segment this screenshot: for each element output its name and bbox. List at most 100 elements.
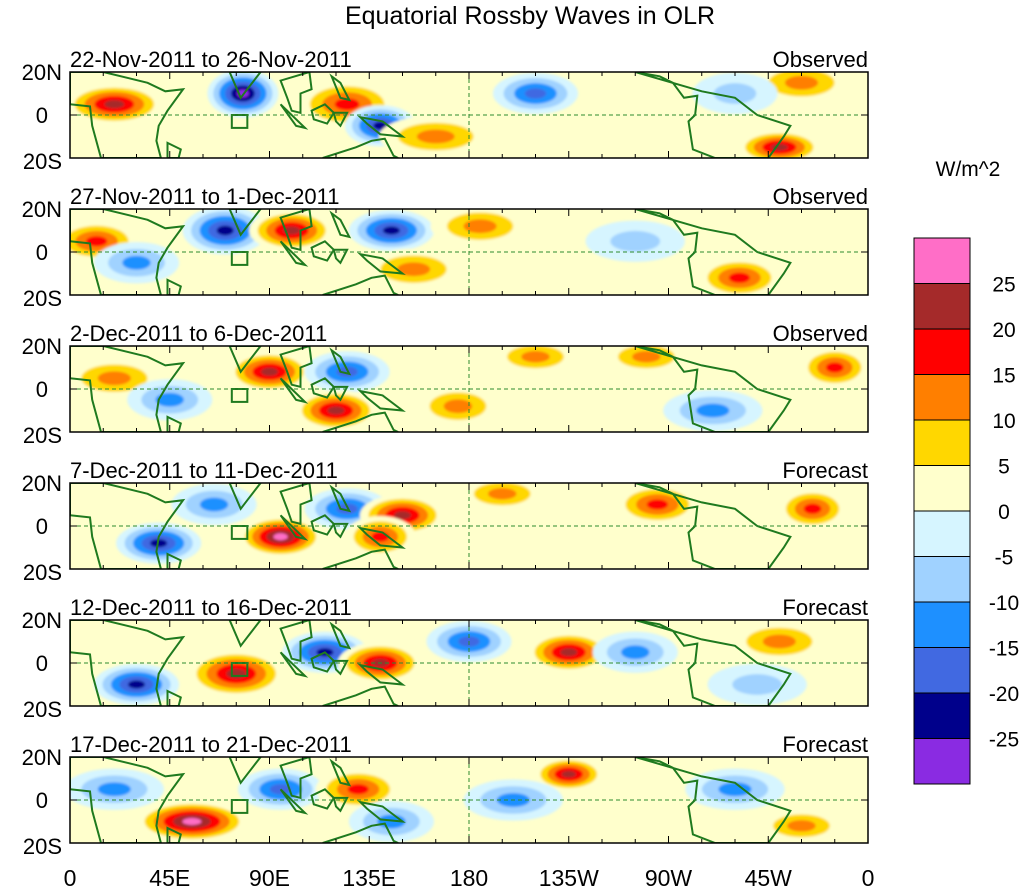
panel-period-label: 2-Dec-2011 to 6-Dec-2011 — [70, 321, 327, 346]
coastline — [279, 483, 313, 526]
coastlines — [70, 209, 792, 295]
contour-level — [696, 403, 730, 418]
coastline — [70, 72, 186, 158]
coastline — [322, 685, 399, 706]
contour-level — [621, 645, 650, 660]
coastline — [279, 72, 313, 115]
coastline — [228, 209, 262, 237]
coastline — [166, 278, 182, 295]
contour-level — [327, 406, 345, 415]
x-tick-label: 90E — [249, 865, 290, 890]
units-label: W/m^2 — [936, 158, 1001, 181]
coastline — [332, 522, 349, 539]
contour-level — [825, 362, 844, 373]
contour-level — [97, 782, 131, 797]
x-tick-label: 0 — [64, 865, 77, 890]
contour-level — [85, 236, 108, 247]
panel-plot-area — [70, 209, 868, 295]
coastline — [635, 620, 792, 706]
coastline — [635, 757, 792, 843]
y-tick-label: 0 — [36, 514, 48, 539]
contour-level — [226, 668, 247, 679]
positive-anomaly — [603, 346, 689, 374]
coastlines — [70, 72, 792, 158]
contour-level — [561, 770, 576, 778]
colorbar-label: -15 — [989, 638, 1019, 661]
panel-period-label: 27-Nov-2011 to 1-Dec-2011 — [70, 184, 339, 209]
coastline — [70, 620, 186, 706]
contour-level — [216, 225, 234, 236]
coastline — [322, 137, 399, 158]
contour-level — [397, 262, 431, 277]
colorbar-label: 10 — [992, 410, 1015, 433]
positive-anomaly — [777, 488, 849, 530]
contour-level — [728, 272, 751, 283]
panel-status-label: Observed — [773, 47, 868, 72]
coastline — [279, 620, 313, 663]
colorbar-swatch — [913, 328, 971, 375]
tick-marks — [69, 345, 869, 433]
coastline — [332, 385, 349, 402]
contour-level — [443, 399, 473, 414]
negative-anomaly — [663, 389, 763, 432]
coastline — [357, 389, 406, 412]
negative-anomaly — [592, 631, 678, 673]
contour-level — [646, 499, 669, 510]
coastline — [322, 274, 399, 295]
coastline — [70, 483, 186, 569]
negative-anomaly — [692, 72, 778, 115]
negative-anomaly — [70, 768, 164, 810]
positive-anomaly — [70, 220, 140, 262]
coastline — [228, 346, 262, 374]
contour-level — [524, 88, 547, 99]
negative-anomaly — [585, 220, 685, 262]
panel-plot-area — [70, 72, 868, 158]
coastline — [228, 620, 262, 648]
negative-anomaly — [93, 663, 180, 706]
positive-anomaly — [736, 130, 822, 158]
contour-level — [488, 488, 517, 500]
positive-anomaly — [70, 83, 164, 125]
contour-level — [732, 674, 782, 695]
y-tick-label: 0 — [36, 103, 48, 128]
colorbar-label: -25 — [989, 729, 1019, 752]
coastline — [166, 689, 182, 706]
coastline — [332, 111, 349, 128]
contour-level — [347, 784, 369, 795]
x-tick-label: 135W — [539, 865, 599, 890]
positive-anomaly — [459, 483, 545, 511]
panel-period-label: 22-Nov-2011 to 26-Nov-2011 — [70, 47, 352, 72]
contour-level — [104, 100, 125, 109]
y-tick-label: 20S — [23, 560, 62, 585]
x-tick-label: 90W — [645, 865, 693, 890]
y-tick-label: 20S — [23, 697, 62, 722]
colorbar-label: 15 — [992, 365, 1015, 388]
negative-anomaly — [182, 209, 268, 255]
y-tick-label: 20N — [22, 334, 62, 359]
x-tick-label: 180 — [450, 865, 488, 890]
y-tick-label: 20S — [23, 286, 62, 311]
colorbar-label: 20 — [992, 319, 1015, 342]
panel-period-label: 7-Dec-2011 to 11-Dec-2011 — [70, 458, 338, 483]
colorbar-label: -5 — [995, 547, 1014, 570]
x-tick-label: 45E — [149, 865, 190, 890]
panel-1: 20N 0 20S 22-Nov-2011 to 26-Nov-2011 Observe… — [22, 47, 869, 174]
coastline — [357, 115, 406, 138]
panel-status-label: Forecast — [782, 595, 868, 620]
coastline — [332, 248, 349, 265]
colorbar-label: -10 — [989, 592, 1019, 615]
colorbar-swatch — [913, 692, 971, 739]
coastline — [357, 526, 406, 549]
tick-marks — [69, 619, 869, 707]
y-tick-label: 0 — [36, 651, 48, 676]
negative-anomaly — [127, 379, 213, 421]
panel-status-label: Observed — [773, 321, 868, 346]
coastline — [310, 651, 336, 673]
coastline — [332, 659, 349, 676]
colorbar-label: 0 — [998, 501, 1010, 524]
colorbar-swatch — [913, 556, 971, 603]
coastline — [329, 484, 352, 513]
x-tick-label: 45W — [745, 865, 793, 890]
positive-anomaly — [363, 248, 464, 290]
